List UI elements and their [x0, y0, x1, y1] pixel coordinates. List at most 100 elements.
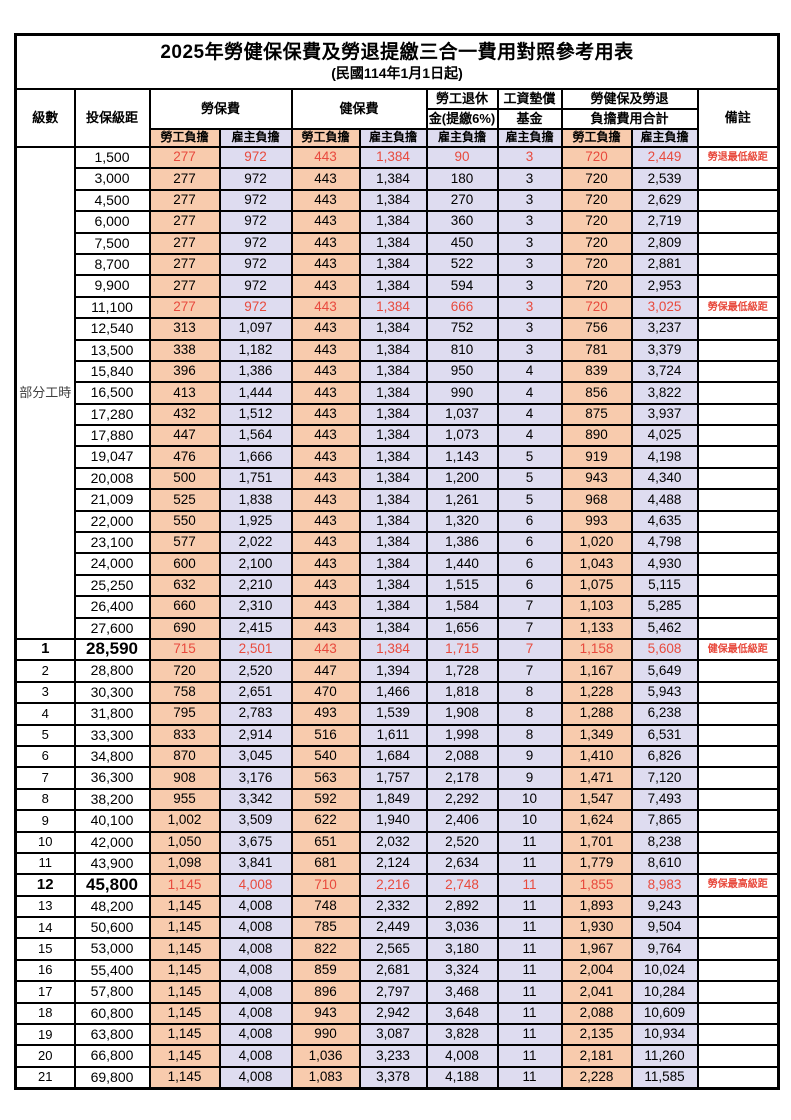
- table-row: 17,880 447 1,564 443 1,384 1,073 4 890 4,025: [16, 424, 780, 448]
- total-employee-cell: 993: [560, 509, 633, 534]
- remark-cell: [696, 1022, 780, 1047]
- table-body: 部分工時 1,500 277 972 443 1,384 90 3 720 2,449 勞退最低級距…: [14, 145, 780, 1090]
- pension-employer-cell: 1,143: [425, 445, 499, 469]
- total-employer-cell: 7,493: [630, 787, 699, 812]
- remark-cell: [696, 402, 780, 427]
- subheader-total-employer: 雇主負擔: [630, 128, 699, 148]
- bracket-cell: 40,100: [73, 809, 151, 833]
- labor-employee-cell: 795: [148, 702, 221, 726]
- health-employer-cell: 1,384: [358, 274, 428, 298]
- table-row: 6,000 277 972 443 1,384 360 3 720 2,719: [16, 210, 780, 234]
- level-cell: 15: [14, 937, 76, 961]
- health-employee-cell: 443: [290, 188, 361, 213]
- labor-employee-cell: 1,145: [148, 894, 221, 919]
- subheader-labor-employer: 雇主負擔: [218, 128, 293, 148]
- level-cell: 7: [14, 766, 76, 790]
- bracket-cell: 4,500: [73, 188, 151, 213]
- health-employer-cell: 2,449: [358, 916, 428, 940]
- health-employer-cell: 1,384: [358, 317, 428, 341]
- pension-employer-cell: 2,292: [425, 787, 499, 812]
- table-row: 17 57,800 1,145 4,008 896 2,797 3,468 11 2,041 10…: [14, 980, 780, 1004]
- health-employee-cell: 443: [290, 252, 361, 277]
- bracket-cell: 19,047: [73, 445, 151, 469]
- table-row: 8,700 277 972 443 1,384 522 3 720 2,881: [16, 252, 780, 277]
- labor-employee-cell: 870: [148, 744, 221, 769]
- pension-employer-cell: 2,088: [425, 744, 499, 769]
- total-employer-cell: 3,025: [630, 295, 699, 320]
- fund-employer-cell: 7: [496, 616, 563, 641]
- bracket-cell: 6,000: [73, 210, 151, 234]
- health-employee-cell: 443: [290, 167, 361, 191]
- health-employee-cell: 443: [290, 445, 361, 469]
- pension-employer-cell: 1,037: [425, 402, 499, 427]
- health-employee-cell: 943: [290, 1001, 361, 1026]
- bracket-cell: 26,400: [73, 595, 151, 619]
- bracket-cell: 43,900: [73, 851, 151, 876]
- labor-employee-cell: 277: [148, 188, 221, 213]
- health-employer-cell: 2,124: [358, 851, 428, 876]
- bracket-cell: 33,300: [73, 723, 151, 747]
- total-employer-cell: 3,237: [630, 317, 699, 341]
- pension-employer-cell: 4,008: [425, 1044, 499, 1068]
- bracket-cell: 66,800: [73, 1044, 151, 1068]
- total-employer-cell: 4,798: [630, 531, 699, 555]
- labor-employee-cell: 277: [148, 274, 221, 298]
- health-employer-cell: 3,378: [358, 1065, 428, 1090]
- total-employer-cell: 10,284: [630, 980, 699, 1004]
- labor-employee-cell: 1,098: [148, 851, 221, 876]
- remark-cell: [696, 552, 780, 576]
- health-employee-cell: 443: [290, 295, 361, 320]
- table-row: 12,540 313 1,097 443 1,384 752 3 756 3,237: [16, 317, 780, 341]
- fund-employer-cell: 11: [496, 980, 563, 1004]
- labor-employer-cell: 4,008: [218, 937, 293, 961]
- labor-employer-cell: 1,925: [218, 509, 293, 534]
- bracket-cell: 57,800: [73, 980, 151, 1004]
- health-employee-cell: 990: [290, 1022, 361, 1047]
- subheader-health-employer: 雇主負擔: [358, 128, 428, 148]
- total-employee-cell: 1,779: [560, 851, 633, 876]
- fund-employer-cell: 4: [496, 381, 563, 405]
- total-employee-cell: 1,855: [560, 873, 633, 897]
- total-employee-cell: 856: [560, 381, 633, 405]
- total-employee-cell: 720: [560, 252, 633, 277]
- health-employee-cell: 443: [290, 509, 361, 534]
- health-employer-cell: 2,797: [358, 980, 428, 1004]
- total-employer-cell: 2,881: [630, 252, 699, 277]
- level-cell: 10: [14, 830, 76, 854]
- total-employee-cell: 1,349: [560, 723, 633, 747]
- pension-employer-cell: 2,406: [425, 809, 499, 833]
- labor-employee-cell: 720: [148, 659, 221, 683]
- bracket-cell: 28,590: [73, 637, 151, 662]
- fund-employer-cell: 3: [496, 274, 563, 298]
- level-cell: 12: [14, 873, 76, 897]
- header-row-sub: 勞工負擔 雇主負擔 勞工負擔 雇主負擔 雇主負擔 雇主負擔 勞工負擔 雇主負擔: [16, 128, 779, 148]
- remark-cell: [696, 488, 780, 512]
- health-employer-cell: 3,087: [358, 1022, 428, 1047]
- remark-cell: 勞保最低級距: [696, 295, 780, 320]
- table-row: 4,500 277 972 443 1,384 270 3 720 2,629: [16, 188, 780, 213]
- labor-employee-cell: 715: [148, 637, 221, 662]
- labor-employer-cell: 1,097: [218, 317, 293, 341]
- labor-employer-cell: 1,751: [218, 466, 293, 491]
- level-cell: 8: [14, 787, 76, 812]
- header-labor-group: 勞保費: [148, 88, 293, 130]
- total-employer-cell: 5,943: [630, 680, 699, 705]
- remark-cell: [696, 573, 780, 598]
- header-row-group2: 金(提繳6%) 基金 負擔費用合計: [16, 108, 779, 130]
- total-employer-cell: 2,539: [630, 167, 699, 191]
- total-employee-cell: 875: [560, 402, 633, 427]
- level-cell: 19: [14, 1022, 76, 1047]
- labor-employer-cell: 2,501: [218, 637, 293, 662]
- fund-employer-cell: 7: [496, 659, 563, 683]
- bracket-cell: 3,000: [73, 167, 151, 191]
- fund-employer-cell: 11: [496, 1065, 563, 1090]
- table-row: 12 45,800 1,145 4,008 710 2,216 2,748 11 1,855 8,…: [14, 873, 780, 897]
- labor-employee-cell: 447: [148, 424, 221, 448]
- health-employee-cell: 896: [290, 980, 361, 1004]
- total-employer-cell: 2,809: [630, 231, 699, 255]
- labor-employer-cell: 972: [218, 145, 293, 170]
- fund-employer-cell: 3: [496, 145, 563, 170]
- fund-employer-cell: 11: [496, 873, 563, 897]
- health-employee-cell: 493: [290, 702, 361, 726]
- fund-employer-cell: 6: [496, 531, 563, 555]
